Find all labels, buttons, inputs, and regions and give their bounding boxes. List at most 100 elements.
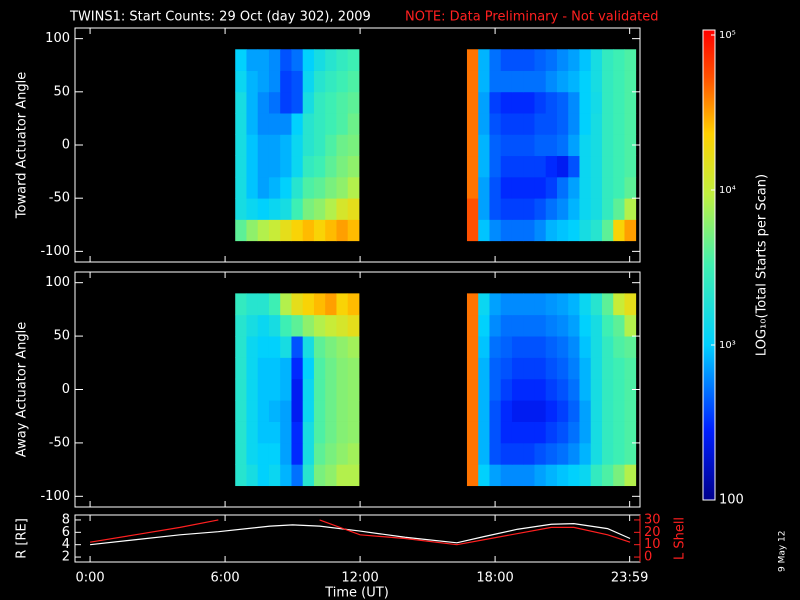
heatmap-cell [280,442,292,465]
heatmap-cell [568,442,580,465]
heatmap-cell [545,219,558,242]
x-tick-label: 18:00 [476,571,513,586]
heatmap-cell [601,176,614,199]
heatmap-cell [280,155,292,178]
heatmap-cell [257,421,270,444]
heatmap-cell [568,314,580,337]
heatmap-cell [302,336,315,358]
y-tick-label: 100 [45,275,70,290]
line-series [89,519,219,543]
heatmap-cell [235,134,247,157]
colorbar-tick-label: 10⁴ [719,185,736,196]
heatmap-cell [235,464,247,487]
heatmap-cell [325,378,337,401]
heatmap-cell [624,357,637,380]
heatmap-cell [511,336,524,358]
heatmap-cell [601,442,614,465]
y-tick-label: 100 [45,31,70,46]
heatmap-cell [579,70,592,93]
heatmap-cell [545,378,558,401]
heatmap-cell [478,314,490,337]
heatmap-cell [624,219,637,242]
heatmap-cell [347,49,360,71]
heatmap-cell [257,442,270,465]
heatmap-cell [489,49,502,71]
heatmap-cell [336,293,349,316]
heatmap-cell [478,198,490,220]
heatmap-cell [523,378,535,401]
heatmap-cell [556,464,569,487]
heatmap-cell [478,219,490,242]
heatmap-cell [511,357,524,380]
heatmap-cell [624,464,637,487]
heatmap-cell [268,293,281,316]
heatmap-cell [500,442,513,465]
heatmap-cell [347,442,360,465]
heatmap-cell [325,314,337,337]
heatmap-cell [590,400,603,422]
heatmap-cell [478,336,490,358]
heatmap-cell [302,91,315,114]
heatmap-cell [291,357,304,380]
heatmap-cell [291,155,304,178]
heatmap-cell [500,176,513,199]
heatmap-cell [478,357,490,380]
heatmap-cell [601,464,614,487]
heatmap-cell [624,113,637,135]
heatmap-cell [489,314,502,337]
heatmap-cell [534,421,547,444]
heatmap-cell [291,400,304,422]
heatmap-cell [325,336,337,358]
heatmap-cell [257,198,270,220]
heatmap-cell [534,70,547,93]
heatmap-cell [336,336,349,358]
heatmap-cell [347,134,360,157]
heatmap-cell [246,400,259,422]
heatmap-cell [268,219,281,242]
heatmap-cell [325,113,337,135]
heatmap-cell [302,113,315,135]
heatmap-cell [336,421,349,444]
heatmap-cell [347,464,360,487]
heatmap-cell [556,314,569,337]
heatmap-cell [523,134,535,157]
heatmap-cell [534,336,547,358]
heatmap-cell [246,91,259,114]
heatmap-cell [624,421,637,444]
heatmap-cell [336,113,349,135]
heatmap-cell [280,357,292,380]
heatmap-cell [235,113,247,135]
line-series [319,519,631,546]
heatmap-cell [568,400,580,422]
heatmap-cell [280,336,292,358]
heatmap-cell [257,155,270,178]
heatmap-cell [613,198,625,220]
heatmap-cell [313,464,326,487]
y-axis-label: R [RE] [15,518,30,559]
heatmap-cell [336,442,349,465]
heatmap-cell [466,134,479,157]
heatmap-cell [235,378,247,401]
heatmap-cell [246,134,259,157]
heatmap-cell [478,293,490,316]
heatmap-cell [336,198,349,220]
y2-tick-label: 30 [644,512,661,527]
heatmap-cell [523,421,535,444]
heatmap-cell [246,293,259,316]
heatmap-cell [280,293,292,316]
heatmap-cell [624,400,637,422]
heatmap-cell [313,49,326,71]
heatmap-cell [568,421,580,444]
heatmap-cell [268,464,281,487]
heatmap-cell [246,336,259,358]
heatmap-cell [545,113,558,135]
heatmap-cell [556,155,569,178]
heatmap-cell [268,198,281,220]
heatmap-cell [336,91,349,114]
heatmap-cell [579,198,592,220]
heatmap-cell [466,113,479,135]
heatmap-cell [590,113,603,135]
heatmap-cell [246,198,259,220]
heatmap-cell [500,421,513,444]
